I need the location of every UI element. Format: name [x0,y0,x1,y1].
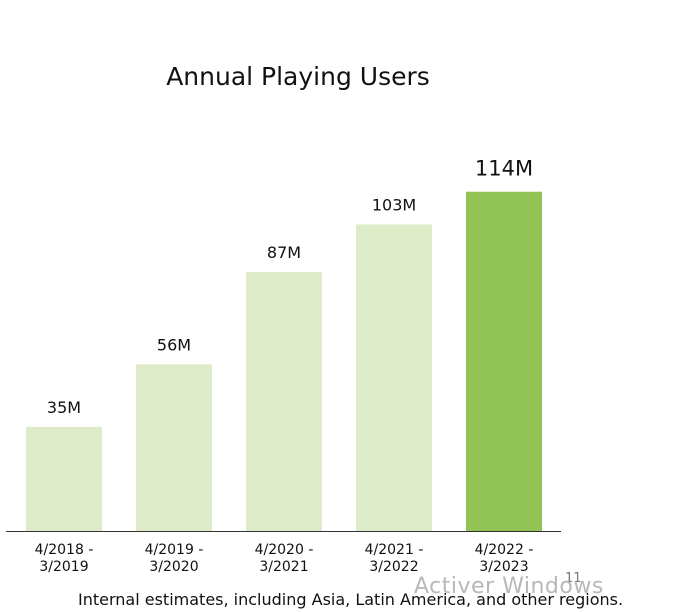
bar-1 [136,364,212,531]
bar-value-label-1: 56M [157,335,191,354]
x-tick-label-4-line-1: 3/2023 [479,559,528,575]
page-number: 11 [565,571,582,586]
x-tick-label-2-line-0: 4/2020 - [255,542,314,558]
chart-title: Annual Playing Users [166,62,430,91]
x-tick-label-1-line-0: 4/2019 - [145,542,204,558]
x-tick-label-4-line-0: 4/2022 - [475,542,534,558]
bar-2 [246,272,322,531]
x-tick-label-3-line-1: 3/2022 [369,559,418,575]
bar-value-label-2: 87M [267,243,301,262]
x-tick-label-0-line-0: 4/2018 - [35,542,94,558]
x-tick-label-0-line-1: 3/2019 [39,559,88,575]
x-tick-label-2-line-1: 3/2021 [259,559,308,575]
bar-3 [356,224,432,532]
bar-value-label-4: 114M [475,157,533,181]
x-tick-label-3-line-0: 4/2021 - [365,542,424,558]
bar-4 [466,191,542,531]
footnote: Internal estimates, including Asia, Lati… [78,590,624,609]
bar-0 [26,426,102,531]
x-tick-label-1-line-1: 3/2020 [149,559,198,575]
bar-value-label-0: 35M [47,398,81,417]
bar-value-label-3: 103M [372,195,416,214]
activation-watermark: Activer Windows [414,574,604,599]
